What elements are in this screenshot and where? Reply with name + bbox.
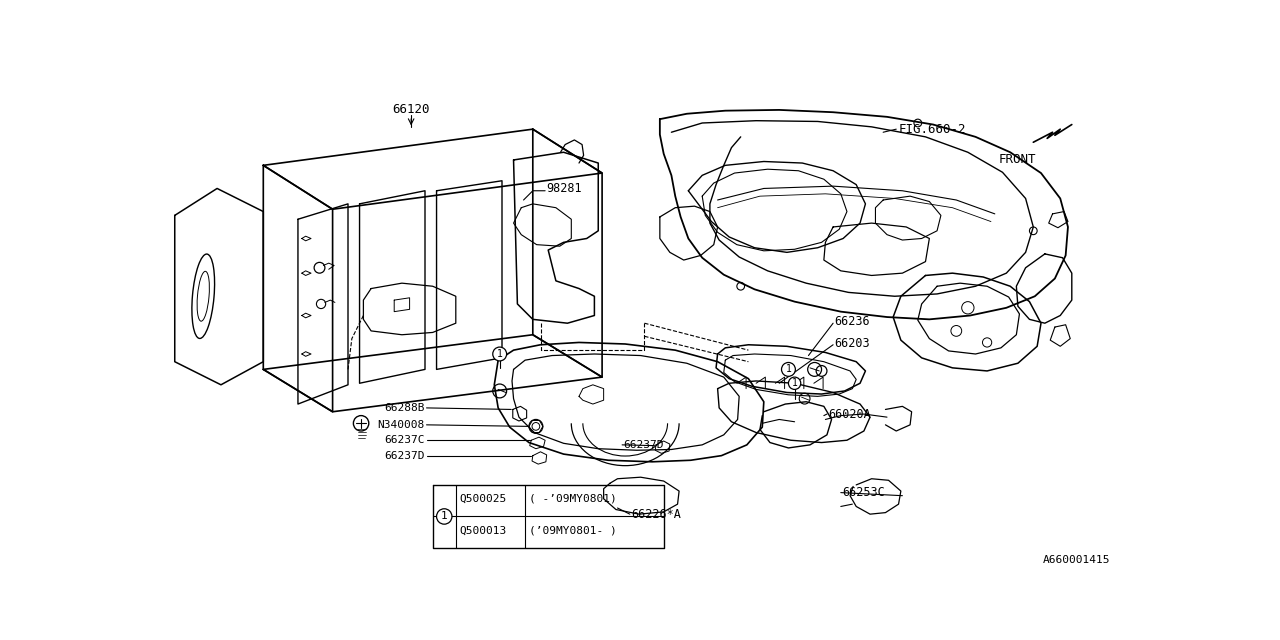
Text: FIG.660-2: FIG.660-2 bbox=[899, 123, 966, 136]
Text: 66120: 66120 bbox=[393, 102, 430, 116]
Text: Q500013: Q500013 bbox=[460, 525, 507, 535]
Text: 66203: 66203 bbox=[835, 337, 870, 349]
Text: 66020A: 66020A bbox=[828, 408, 872, 420]
Text: N340008: N340008 bbox=[378, 420, 425, 430]
Circle shape bbox=[436, 509, 452, 524]
Text: A660001415: A660001415 bbox=[1043, 556, 1110, 565]
Text: 66226*A: 66226*A bbox=[631, 508, 681, 521]
Circle shape bbox=[788, 377, 801, 389]
Text: (’09MY0801- ): (’09MY0801- ) bbox=[529, 525, 617, 535]
Text: 66237D: 66237D bbox=[384, 451, 425, 461]
Circle shape bbox=[782, 362, 795, 376]
Text: 66253C: 66253C bbox=[842, 486, 884, 499]
Text: Q500025: Q500025 bbox=[460, 494, 507, 504]
Text: 1: 1 bbox=[440, 511, 448, 522]
Text: 66288B: 66288B bbox=[384, 403, 425, 413]
Circle shape bbox=[493, 347, 507, 361]
Text: 66237C: 66237C bbox=[384, 435, 425, 445]
Text: ( -’09MY0801): ( -’09MY0801) bbox=[529, 494, 617, 504]
Text: 1: 1 bbox=[786, 364, 791, 374]
Text: 98281: 98281 bbox=[547, 182, 582, 195]
Text: 66236: 66236 bbox=[835, 315, 870, 328]
Text: 1: 1 bbox=[497, 349, 503, 359]
Text: 66237D: 66237D bbox=[623, 440, 664, 450]
Text: 1: 1 bbox=[791, 378, 797, 388]
Text: FRONT: FRONT bbox=[998, 154, 1036, 166]
